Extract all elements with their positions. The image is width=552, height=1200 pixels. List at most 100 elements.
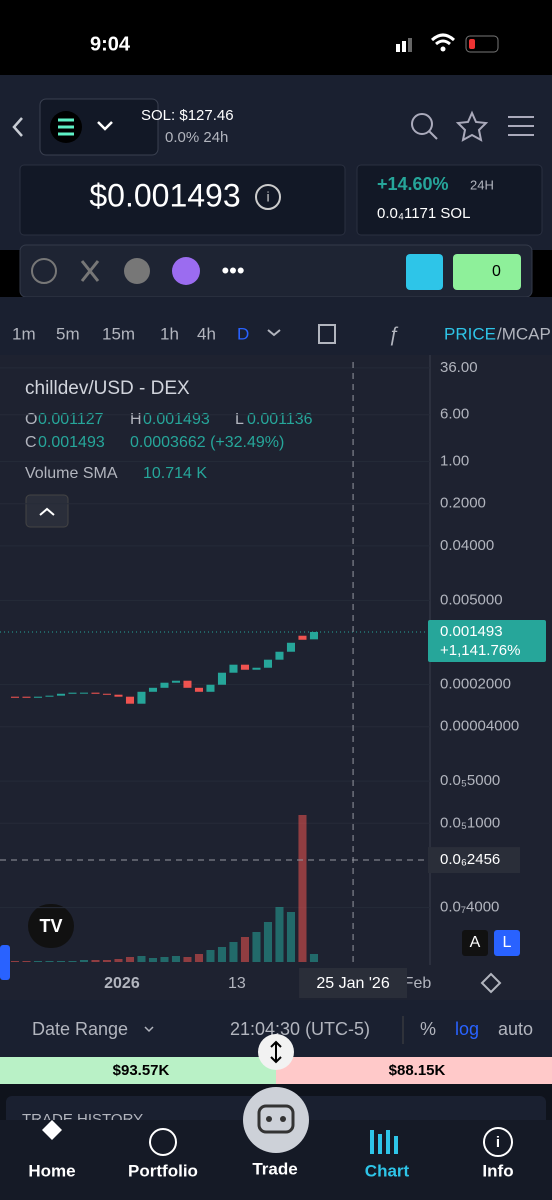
y-tick-label: 0.0₅5000 xyxy=(440,772,500,789)
candle xyxy=(194,687,204,692)
mcap-mode[interactable]: /MCAP xyxy=(497,324,551,343)
candle xyxy=(56,693,66,696)
timeframe[interactable]: 1h xyxy=(160,324,179,343)
timeframe[interactable]: 1m xyxy=(12,324,36,343)
scale-button[interactable] xyxy=(494,930,520,956)
nav-label[interactable]: Home xyxy=(28,1161,75,1180)
percent[interactable]: % xyxy=(420,1019,436,1039)
nav-label[interactable]: Info xyxy=(482,1161,513,1180)
more[interactable]: ••• xyxy=(221,258,244,283)
search[interactable] xyxy=(411,113,433,135)
volume-value: 10.714 K xyxy=(143,465,207,482)
candle xyxy=(102,693,112,695)
timeframe[interactable]: 5m xyxy=(56,324,80,343)
l-value: 0.001136 xyxy=(247,411,313,428)
info[interactable] xyxy=(255,184,281,210)
change-period: 24H xyxy=(470,177,494,192)
sol-price: SOL: $127.46 xyxy=(141,107,234,124)
timeframe-bar xyxy=(0,297,552,355)
swap xyxy=(270,1040,282,1064)
x-link[interactable] xyxy=(80,260,100,282)
back[interactable] xyxy=(12,117,23,137)
candle xyxy=(148,687,158,692)
volume-bar xyxy=(10,961,20,962)
candle xyxy=(171,680,181,683)
menu[interactable] xyxy=(508,116,534,136)
price-mode[interactable]: PRICE xyxy=(444,324,496,343)
battery xyxy=(465,35,499,53)
candle xyxy=(125,696,135,704)
auto[interactable]: auto xyxy=(498,1019,533,1039)
candle xyxy=(263,659,272,668)
tv-logo xyxy=(28,904,74,948)
timeframe[interactable]: 15m xyxy=(102,324,135,343)
h-value: 0.001493 xyxy=(143,411,210,428)
sol-change: 0.0% 24h xyxy=(165,129,228,146)
volume-bar xyxy=(240,937,250,962)
symbol: chilldev/USD - DEX xyxy=(25,378,190,399)
audit-badge[interactable] xyxy=(453,254,521,290)
candle xyxy=(252,667,261,670)
nav-label[interactable]: Trade xyxy=(252,1159,297,1178)
scale-button[interactable] xyxy=(462,930,488,956)
home-icon xyxy=(42,1120,62,1140)
y-tick-label: 6.00 xyxy=(440,406,469,423)
chevron xyxy=(144,1026,154,1033)
status-bar xyxy=(0,0,552,75)
volume-bar xyxy=(137,956,146,962)
candle xyxy=(79,692,89,694)
volume-bar xyxy=(22,961,31,962)
chart-icon xyxy=(370,1130,398,1154)
volume-bar xyxy=(194,954,204,962)
scale-button-label: A xyxy=(470,934,481,951)
y-tick-label: 0.2000 xyxy=(440,495,486,512)
settings[interactable] xyxy=(480,972,502,994)
crosshair-x-label: 25 Jan '26 xyxy=(316,975,389,992)
candle xyxy=(45,695,54,697)
o-value: 0.001127 xyxy=(38,411,104,428)
side-tab[interactable] xyxy=(0,945,10,980)
edit[interactable] xyxy=(406,254,443,290)
collapse[interactable] xyxy=(25,494,69,528)
nav-label[interactable]: Portfolio xyxy=(128,1161,198,1180)
nav-label[interactable]: Chart xyxy=(365,1161,410,1180)
volume-label: Volume SMA xyxy=(25,465,118,482)
indicators[interactable]: ƒ xyxy=(388,323,399,345)
c-value: 0.001493 xyxy=(38,434,105,451)
last-price: 0.001493 xyxy=(440,623,503,640)
sol-icon xyxy=(58,118,74,136)
crosshair-x-tag xyxy=(299,968,408,998)
volume-bar xyxy=(114,959,123,962)
candle xyxy=(286,642,295,652)
volume-bar xyxy=(252,932,261,962)
chevron xyxy=(97,121,113,131)
portfolio-icon xyxy=(149,1128,177,1156)
website[interactable] xyxy=(31,258,57,284)
volume-bar xyxy=(275,907,284,962)
favorite[interactable] xyxy=(455,110,489,142)
volume-bar xyxy=(229,942,238,962)
chart-type[interactable] xyxy=(318,324,336,344)
change-card xyxy=(356,164,543,236)
log[interactable]: log xyxy=(455,1019,479,1039)
y-tick-label: 0.0002000 xyxy=(440,676,511,693)
timeframe[interactable]: D xyxy=(237,324,249,343)
volume-bar xyxy=(298,815,307,962)
telegram[interactable] xyxy=(124,258,150,284)
signal xyxy=(402,41,406,52)
volume-bar xyxy=(125,957,135,962)
volume-bar xyxy=(68,961,77,962)
candle xyxy=(275,651,284,660)
trade-button[interactable] xyxy=(243,1087,309,1153)
candle xyxy=(217,672,227,685)
solana[interactable] xyxy=(172,257,200,285)
crosshair-y-label: 0.0₆2456 xyxy=(440,851,500,868)
volume-bar xyxy=(79,960,89,962)
volume-bar xyxy=(45,961,54,962)
y-tick-label: 0.04000 xyxy=(440,537,494,554)
timeframe[interactable]: 4h xyxy=(197,324,216,343)
date-range[interactable]: Date Range xyxy=(32,1019,128,1039)
candle xyxy=(229,664,238,673)
scale-button-label: L xyxy=(503,934,512,951)
